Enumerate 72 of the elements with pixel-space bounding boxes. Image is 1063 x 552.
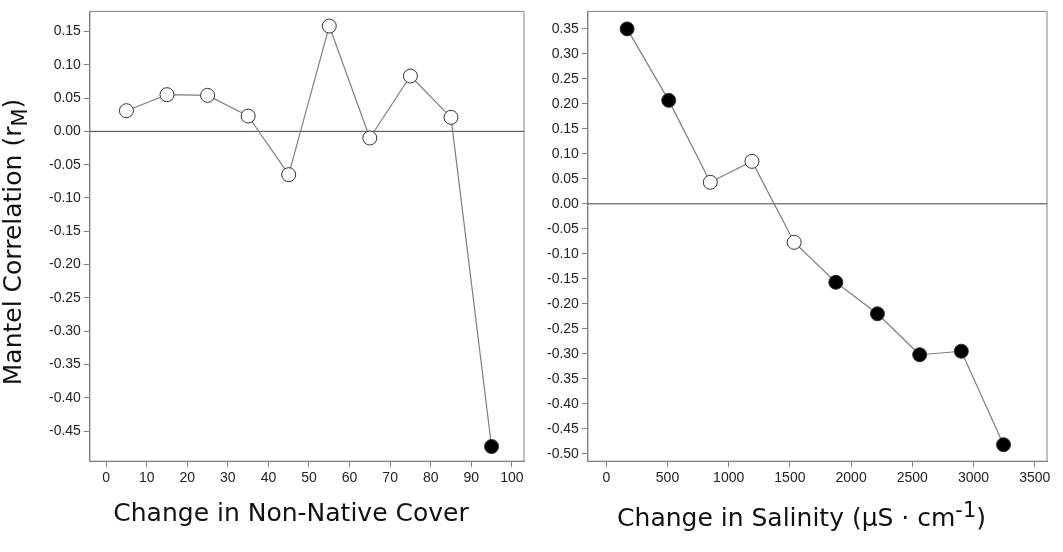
- x-tick-label: 90: [463, 469, 480, 486]
- point: [953, 343, 969, 359]
- y-tick-label: 0.15: [53, 22, 82, 39]
- point: [321, 18, 337, 34]
- y-tick-label: 0.25: [551, 69, 580, 86]
- y-tick-label: -0.15: [48, 222, 82, 239]
- y-tick-label: -0.25: [546, 319, 580, 336]
- x-tick-label: 60: [341, 469, 358, 486]
- y-tick-label: 0.20: [551, 94, 580, 111]
- x-tick-label: 3500: [1019, 469, 1051, 486]
- x-axis-title: Change in Salinity (µS · cm$^{-1}$): [616, 498, 987, 533]
- point: [159, 87, 175, 103]
- y-tick-label: 0.10: [551, 144, 580, 161]
- point: [362, 130, 378, 146]
- y-tick-label: 0.00: [53, 122, 82, 139]
- x-tick-label: 10: [138, 469, 155, 486]
- point: [744, 153, 760, 169]
- x-tick-label: 100: [500, 469, 524, 486]
- x-tick-label: 0: [602, 469, 611, 486]
- point: [240, 108, 256, 124]
- x-tick-label: 70: [382, 469, 399, 486]
- y-tick-label: 0.15: [551, 119, 580, 136]
- x-tick-label: 0: [102, 469, 111, 486]
- point: [912, 347, 928, 363]
- point: [619, 21, 635, 37]
- x-axis-title: Change in Non-Native Cover: [112, 498, 470, 527]
- x-tick-label: 1000: [713, 469, 745, 486]
- y-tick-label: -0.45: [48, 422, 82, 439]
- y-tick-label: -0.40: [48, 388, 82, 405]
- point: [118, 103, 134, 119]
- x-tick-label: 3000: [957, 469, 990, 486]
- point: [996, 437, 1012, 453]
- y-tick-label: -0.30: [546, 344, 580, 361]
- x-tick-label: 2500: [896, 469, 929, 486]
- y-tick-label: -0.15: [546, 269, 580, 286]
- y-tick-label: -0.50: [546, 444, 580, 461]
- y-tick-label: -0.05: [48, 155, 82, 172]
- point: [281, 167, 297, 183]
- y-tick-label: -0.25: [48, 288, 82, 305]
- x-tick-label: 30: [220, 469, 236, 486]
- x-tick-label: 50: [301, 469, 317, 486]
- point: [484, 439, 500, 455]
- y-tick-label: 0.30: [551, 44, 580, 61]
- y-tick-label: 0.35: [551, 19, 580, 36]
- point: [200, 87, 216, 103]
- point: [869, 306, 885, 322]
- y-tick-label: -0.40: [546, 394, 580, 411]
- x-tick-label: 20: [179, 469, 196, 486]
- x-tick-label: 2000: [835, 469, 867, 486]
- y-tick-label: -0.20: [48, 255, 82, 272]
- y-tick-label: -0.20: [546, 294, 580, 311]
- x-tick-label: 80: [422, 469, 439, 486]
- y-tick-label: -0.35: [546, 369, 580, 386]
- point: [702, 174, 718, 190]
- y-tick-label: -0.35: [48, 355, 82, 372]
- y-tick-label: 0.00: [551, 194, 580, 211]
- x-tick-label: 500: [655, 469, 680, 486]
- point: [828, 274, 844, 290]
- y-tick-label: 0.10: [53, 55, 82, 72]
- y-tick-label: -0.10: [546, 244, 580, 261]
- point: [443, 109, 459, 125]
- y-tick-label: -0.30: [48, 322, 82, 339]
- y-tick-label: -0.10: [48, 188, 82, 205]
- y-tick-label: 0.05: [53, 88, 82, 105]
- y-tick-label: -0.05: [546, 219, 580, 236]
- y-tick-label: -0.45: [546, 419, 580, 436]
- point: [661, 92, 677, 108]
- y-tick-label: 0.05: [551, 169, 580, 186]
- x-tick-label: 1500: [774, 469, 806, 486]
- point: [402, 68, 418, 84]
- point: [786, 234, 802, 250]
- x-tick-label: 40: [260, 469, 277, 486]
